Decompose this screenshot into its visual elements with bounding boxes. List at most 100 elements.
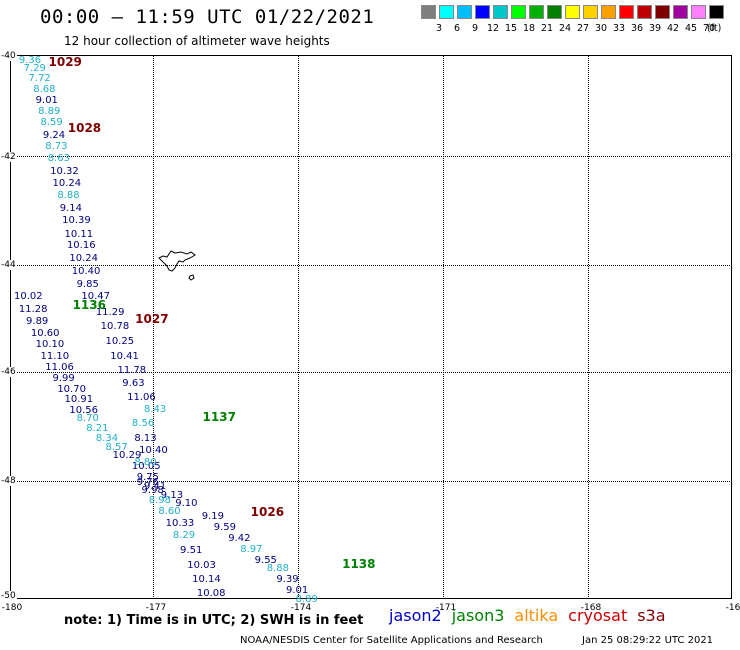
wave-height-value: 7.29	[24, 64, 46, 74]
generated-timestamp: Jan 25 08:29:22 UTC 2021	[582, 635, 713, 646]
wave-height-value: 10.24	[53, 179, 82, 189]
wave-height-value: 8.97	[240, 545, 262, 555]
wave-height-value: 10.39	[62, 216, 91, 226]
wave-height-value: 9.89	[26, 317, 48, 327]
legend-swatch	[637, 5, 652, 19]
meridian-gridline	[443, 55, 444, 599]
lat-label: -46	[0, 367, 17, 377]
satellite-jason2-label: jason2	[389, 606, 442, 625]
wave-height-value: 8.59	[40, 118, 62, 128]
wave-height-value: 8.60	[158, 507, 180, 517]
wave-height-value: 8.73	[45, 142, 67, 152]
wave-height-value: 8.29	[173, 531, 195, 541]
legend-swatch	[709, 5, 724, 19]
lat-label: -40	[0, 51, 17, 61]
wave-height-value: 9.59	[214, 523, 236, 533]
legend-label: 45	[685, 23, 697, 34]
wave-height-value: 11.28	[19, 305, 48, 315]
wave-height-value: 10.03	[187, 561, 216, 571]
lon-label: -16	[726, 603, 740, 613]
legend-swatch	[511, 5, 526, 19]
legend-swatch	[583, 5, 598, 19]
wave-height-value: 10.02	[14, 292, 43, 302]
legend-label: 3	[436, 23, 442, 34]
altimeter-map-page: 00:00 — 11:59 UTC 01/22/2021 12 hour col…	[0, 0, 740, 650]
pass-time-label: 1029	[49, 56, 82, 68]
legend-unit: (ft)	[707, 23, 721, 34]
lon-label: -180	[2, 603, 22, 613]
page-title: 00:00 — 11:59 UTC 01/22/2021	[40, 6, 374, 28]
satellite-altika-label: altika	[514, 606, 558, 625]
footnote: note: 1) Time is in UTC; 2) SWH is in fe…	[64, 613, 363, 628]
wave-height-value: 10.24	[69, 254, 98, 264]
wave-height-value: 8.80	[134, 458, 156, 468]
parallel-gridline	[10, 481, 732, 482]
wave-height-value: 10.40	[72, 267, 101, 277]
legend-label: 42	[667, 23, 679, 34]
wave-height-value: 9.42	[228, 534, 250, 544]
legend-swatch	[565, 5, 580, 19]
wave-height-value: 10.16	[67, 241, 96, 251]
parallel-gridline	[10, 265, 732, 266]
wave-height-value: 11.06	[45, 363, 74, 373]
pass-time-label: 1028	[68, 122, 101, 134]
wave-height-value: 10.32	[50, 167, 79, 177]
wave-height-value: 9.63	[122, 379, 144, 389]
wave-height-value: 8.63	[48, 154, 70, 164]
wave-height-value: 8.13	[134, 434, 156, 444]
wave-height-value: 10.14	[192, 575, 221, 585]
legend-label: 15	[505, 23, 517, 34]
legend-swatch	[421, 5, 436, 19]
satellite-cryosat-label: cryosat	[568, 606, 627, 625]
wave-height-value: 10.25	[105, 337, 134, 347]
wave-height-value: 10.08	[197, 589, 226, 599]
wave-height-value: 10.33	[166, 519, 195, 529]
wave-height-value: 9.01	[36, 96, 58, 106]
pass-time-label: 1027	[135, 313, 168, 325]
wave-height-value: 8.43	[144, 405, 166, 415]
wave-height-value: 9.19	[202, 512, 224, 522]
wave-height-value: 10.78	[101, 322, 130, 332]
wave-height-value: 8.68	[33, 85, 55, 95]
lat-label: -42	[0, 152, 17, 162]
legend-swatch	[529, 5, 544, 19]
wave-height-value: 8.56	[132, 419, 154, 429]
legend-swatch	[619, 5, 634, 19]
wave-height-value: 9.24	[43, 131, 65, 141]
legend-swatch	[547, 5, 562, 19]
legend-swatch	[493, 5, 508, 19]
legend-label: 30	[595, 23, 607, 34]
meridian-gridline	[298, 55, 299, 599]
legend-label: 36	[631, 23, 643, 34]
legend-swatch	[457, 5, 472, 19]
legend-swatch	[655, 5, 670, 19]
wave-height-value: 8.89	[296, 595, 318, 605]
wave-height-value: 7.72	[28, 74, 50, 84]
page-subtitle: 12 hour collection of altimeter wave hei…	[64, 34, 330, 48]
wave-height-value: 10.91	[65, 395, 94, 405]
wave-height-value: 9.99	[53, 374, 75, 384]
lat-label: -48	[0, 476, 17, 486]
satellite-jason3-label: jason3	[452, 606, 505, 625]
satellite-s3a-label: s3a	[637, 606, 665, 625]
legend-label: 39	[649, 23, 661, 34]
wave-height-value: 10.10	[36, 340, 65, 350]
wave-height-value: 10.70	[57, 385, 86, 395]
wave-height-value: 8.88	[57, 191, 79, 201]
legend-label: 33	[613, 23, 625, 34]
credit-line: NOAA/NESDIS Center for Satellite Applica…	[240, 635, 543, 646]
wave-height-value: 11.78	[117, 366, 146, 376]
legend-label: 24	[559, 23, 571, 34]
legend-swatch	[439, 5, 454, 19]
wave-height-value: 9.39	[276, 575, 298, 585]
wave-height-value: 11.06	[127, 393, 156, 403]
wave-height-value: 10.41	[110, 352, 139, 362]
wave-height-value: 9.14	[60, 204, 82, 214]
legend-label: 21	[541, 23, 553, 34]
pass-time-label: 1138	[342, 558, 375, 570]
parallel-gridline	[10, 156, 732, 157]
wave-height-value: 9.85	[77, 280, 99, 290]
legend-label: 9	[472, 23, 478, 34]
legend-swatch	[691, 5, 706, 19]
legend-swatch	[673, 5, 688, 19]
